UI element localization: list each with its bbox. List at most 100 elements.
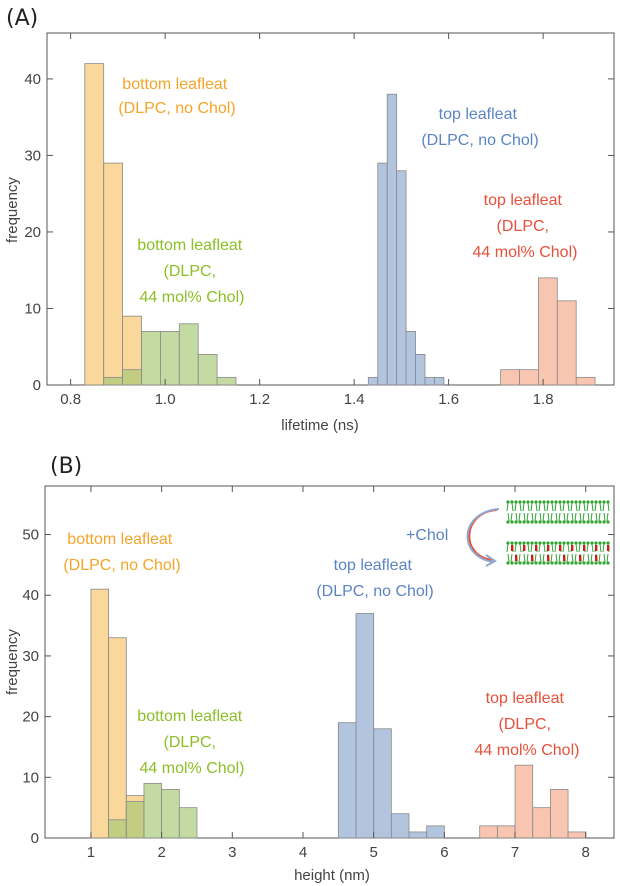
lipid-tail — [594, 502, 597, 512]
lipid-head — [562, 500, 566, 504]
x-tick-label: 2 — [157, 844, 165, 861]
lipid-tail — [526, 553, 529, 563]
lipid-head — [542, 500, 546, 504]
lipid-tail — [590, 553, 593, 563]
lipid-tail — [519, 543, 522, 553]
bar-series0-bin1 — [103, 162, 123, 386]
lipid-tail — [538, 502, 541, 512]
lipid-tail — [570, 502, 573, 512]
lipid-tail — [539, 512, 542, 522]
lipid-tail — [546, 502, 549, 512]
lipid-tail — [550, 512, 553, 522]
lipid-head — [606, 520, 610, 524]
lipid-head — [550, 520, 554, 524]
cholesterol-mark — [579, 555, 582, 561]
bar-series3-bin0 — [500, 369, 520, 386]
lipid-head — [606, 541, 610, 545]
lipid-head — [510, 561, 514, 565]
bar-series3-bin3 — [532, 807, 551, 839]
lipid-tail — [562, 543, 565, 553]
lipid-tail — [587, 553, 590, 563]
bar-series0-bin0 — [84, 63, 105, 386]
x-tick-label: 5 — [370, 844, 378, 861]
panel-b-label: (B) — [50, 454, 82, 479]
lipid-head — [582, 561, 586, 565]
lipid-head — [562, 541, 566, 545]
cholesterol-mark — [607, 545, 610, 551]
lipid-head — [574, 520, 578, 524]
lipid-tail — [527, 543, 530, 553]
cholesterol-mark — [595, 555, 598, 561]
lipid-tail — [606, 553, 609, 563]
lipid-head — [522, 500, 526, 504]
lipid-head — [566, 520, 570, 524]
lipid-head — [562, 520, 566, 524]
lipid-tail — [531, 512, 534, 522]
lipid-head — [606, 561, 610, 565]
lipid-head — [550, 500, 554, 504]
lipid-head — [566, 500, 570, 504]
lipid-head — [506, 541, 510, 545]
bar-series2-bin7 — [434, 376, 445, 386]
lipid-tail — [543, 543, 546, 553]
lipid-head — [546, 520, 550, 524]
lipid-head — [602, 561, 606, 565]
panel-b-annotation-top-no-chol: top leafleat (DLPC, no Chol) — [316, 557, 433, 600]
lipid-tail — [558, 512, 561, 522]
panel-b-bars — [90, 588, 587, 839]
lipid-tail — [603, 553, 606, 563]
lipid-tail — [518, 553, 521, 563]
cholesterol-mark — [547, 545, 550, 551]
lipid-head — [514, 561, 518, 565]
lipid-head — [570, 520, 574, 524]
bar-series1-bin3 — [159, 331, 180, 386]
lipid-head — [602, 520, 606, 524]
lipid-head — [538, 541, 542, 545]
y-tick-label: 50 — [22, 527, 39, 544]
bar-series3-bin4 — [575, 376, 596, 386]
x-tick-label: 1.8 — [533, 391, 554, 408]
lipid-head — [606, 500, 610, 504]
lipid-head — [534, 520, 538, 524]
lipid-head — [602, 500, 606, 504]
lipid-tail — [566, 553, 569, 563]
lipid-head — [562, 561, 566, 565]
lipid-tail — [511, 502, 514, 512]
lipid-head — [574, 541, 578, 545]
lipid-tail — [591, 543, 594, 553]
bar-series1-bin0 — [108, 819, 127, 839]
y-tick-label: 20 — [24, 224, 41, 241]
lipid-tail — [602, 543, 605, 553]
plus-chol-label: +Chol — [406, 527, 448, 544]
lipid-tail — [538, 543, 541, 553]
lipid-tail — [515, 512, 518, 522]
lipid-tail — [527, 502, 530, 512]
lipid-tail — [534, 553, 537, 563]
panel-a-annotation-top-chol: top leafleat (DLPC, 44 mol% Chol) — [473, 192, 578, 261]
lipid-tail — [562, 502, 565, 512]
y-tick-label: 40 — [22, 587, 39, 604]
lipid-head — [518, 561, 522, 565]
bar-series1-bin0 — [103, 376, 123, 386]
lipid-head — [522, 561, 526, 565]
lipid-head — [598, 520, 602, 524]
bar-series1-bin5 — [197, 353, 218, 386]
panel-a-y-axis-label: frequency — [4, 177, 21, 243]
lipid-head — [566, 541, 570, 545]
x-tick-label: 3 — [228, 844, 236, 861]
lipid-head — [522, 520, 526, 524]
lipid-head — [530, 541, 534, 545]
lipid-head — [514, 500, 518, 504]
lipid-tail — [510, 553, 513, 563]
bar-series1-bin1 — [122, 369, 142, 386]
lipid-tail — [579, 512, 582, 522]
panel-a-annotation-bottom-no-chol: bottom leafleat (DLPC, no Chol) — [118, 76, 235, 117]
lipid-head — [542, 561, 546, 565]
lipid-head — [554, 520, 558, 524]
lipid-head — [514, 541, 518, 545]
bar-series2-bin5 — [415, 353, 426, 386]
lipid-head — [558, 500, 562, 504]
bar-series2-bin4 — [405, 331, 416, 386]
lipid-head — [506, 561, 510, 565]
lipid-head — [546, 561, 550, 565]
